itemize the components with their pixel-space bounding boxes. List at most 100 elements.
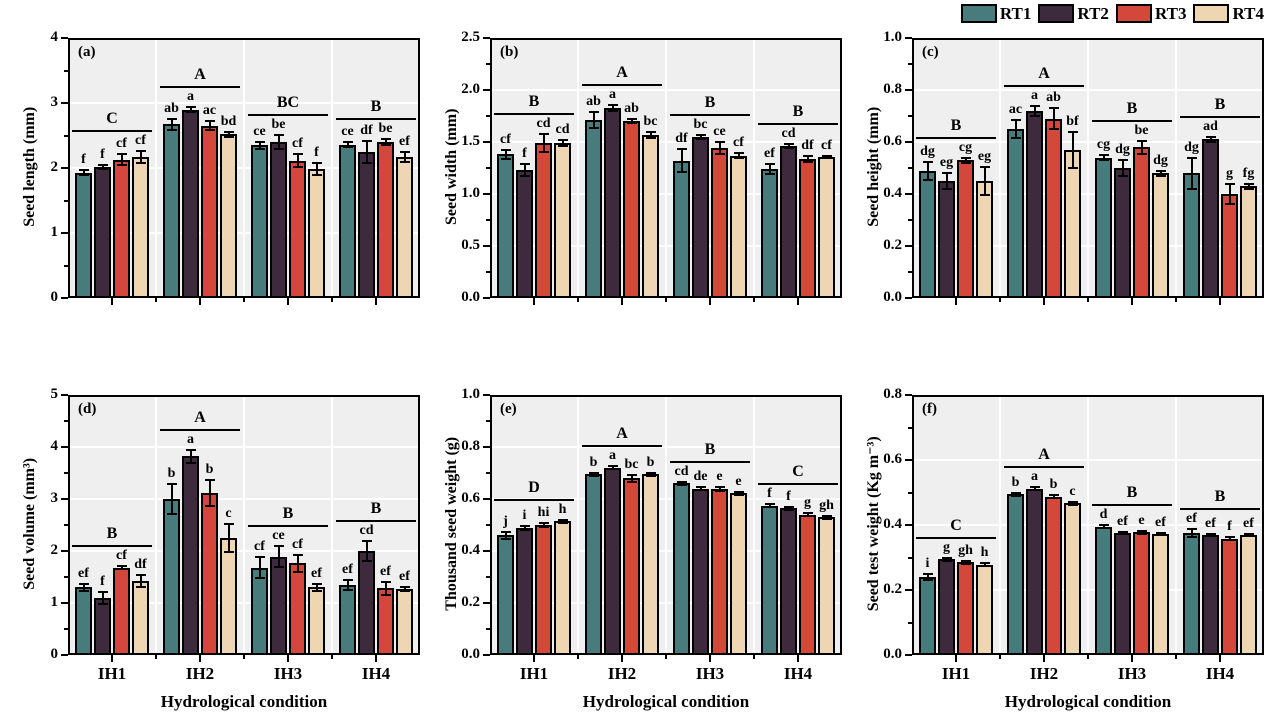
bar-IH4-RT2 bbox=[780, 146, 797, 298]
bar-IH1-RT1 bbox=[75, 587, 92, 655]
error-bar bbox=[258, 142, 261, 149]
bar-IH1-RT2 bbox=[938, 181, 955, 298]
x-axis-title: Hydrological condition bbox=[1004, 692, 1172, 711]
y-tick-label: 0.0 bbox=[883, 289, 902, 305]
error-cap-top bbox=[783, 143, 794, 146]
bar-IH2-RT1 bbox=[1007, 494, 1024, 655]
error-bar bbox=[945, 557, 948, 561]
error-cap-bottom bbox=[714, 153, 725, 156]
group-line bbox=[160, 428, 240, 431]
bar-IH4-RT2 bbox=[1202, 534, 1219, 655]
error-cap-bottom bbox=[361, 560, 372, 563]
error-cap-bottom bbox=[204, 129, 215, 132]
error-bar bbox=[1033, 105, 1036, 116]
error-cap-top bbox=[500, 149, 511, 152]
legend-swatch-rt3-icon bbox=[1115, 4, 1152, 23]
error-bar bbox=[384, 138, 387, 146]
error-bar bbox=[718, 487, 721, 492]
sig-letter: cg bbox=[1096, 137, 1111, 152]
sig-letter: dg bbox=[1153, 152, 1168, 168]
error-cap-bottom bbox=[922, 178, 933, 181]
y-axis-label: Seed length (mm) bbox=[21, 106, 39, 227]
error-cap-top bbox=[557, 518, 568, 521]
error-cap-bottom bbox=[941, 559, 952, 562]
error-cap-bottom bbox=[292, 571, 303, 574]
error-bar bbox=[699, 487, 702, 491]
bar-IH3-RT2 bbox=[692, 136, 709, 298]
bar-IH1-RT1 bbox=[919, 170, 936, 298]
error-cap-top bbox=[223, 522, 234, 525]
sig-letter: f bbox=[314, 144, 319, 160]
error-cap-bottom bbox=[676, 483, 687, 486]
group-letter: A bbox=[194, 408, 206, 426]
error-bar bbox=[296, 154, 299, 168]
sig-letter: f bbox=[100, 147, 105, 163]
y-tick bbox=[905, 524, 912, 526]
bar-IH2-RT1 bbox=[585, 120, 602, 298]
error-cap-bottom bbox=[135, 586, 146, 589]
bar-IH1-RT4 bbox=[554, 521, 571, 655]
bar-IH4-RT4 bbox=[1240, 186, 1257, 298]
group-letter: B bbox=[1126, 99, 1138, 117]
error-cap-top bbox=[802, 512, 813, 515]
error-cap-bottom bbox=[399, 589, 410, 592]
sig-letter: ab bbox=[1046, 90, 1061, 106]
group-line bbox=[72, 130, 152, 133]
legend-label-rt1: RT1 bbox=[999, 4, 1032, 23]
sig-letter: ef bbox=[764, 145, 775, 161]
group-line bbox=[72, 545, 152, 548]
sig-letter: de bbox=[693, 469, 708, 485]
sig-letter: ce bbox=[253, 124, 266, 139]
error-cap-top bbox=[78, 168, 89, 171]
error-cap-top bbox=[1136, 139, 1147, 142]
sig-letter: a bbox=[187, 88, 194, 104]
y-tick bbox=[483, 141, 490, 143]
group-letter: D bbox=[528, 478, 540, 496]
error-cap-bottom bbox=[116, 568, 127, 571]
bar-IH1-RT2 bbox=[94, 167, 111, 298]
error-bar bbox=[561, 139, 564, 147]
bar-IH4-RT4 bbox=[1240, 534, 1257, 655]
error-cap-bottom bbox=[500, 157, 511, 160]
group-letter: B bbox=[950, 116, 962, 134]
bar-IH4-RT3 bbox=[799, 514, 816, 655]
bar-IH4-RT3 bbox=[1221, 538, 1238, 655]
error-cap-bottom bbox=[292, 166, 303, 169]
error-cap-top bbox=[78, 582, 89, 585]
sig-letter: be bbox=[271, 116, 286, 132]
error-bar bbox=[630, 119, 633, 124]
bar-IH3-RT1 bbox=[673, 483, 690, 655]
error-bar bbox=[403, 152, 406, 162]
y-tick bbox=[905, 245, 912, 247]
x-tick bbox=[797, 298, 799, 305]
x-minor-tick bbox=[1087, 298, 1089, 302]
sig-letter: ce bbox=[272, 528, 285, 544]
bar-IH1-RT1 bbox=[497, 154, 514, 298]
x-tick bbox=[709, 298, 711, 305]
bar-IH4-RT2 bbox=[780, 508, 797, 655]
y-minor-tick bbox=[486, 115, 490, 117]
x-tick bbox=[111, 655, 113, 662]
panel-tag: (a) bbox=[78, 44, 96, 60]
sig-letter: ef bbox=[342, 561, 353, 577]
y-minor-tick bbox=[486, 472, 490, 474]
group-letter: B bbox=[1126, 484, 1138, 502]
group-line bbox=[1180, 508, 1260, 511]
bar-IH2-RT2 bbox=[1026, 110, 1043, 298]
error-cap-bottom bbox=[1098, 526, 1109, 529]
bar-IH1-RT1 bbox=[497, 535, 514, 655]
error-bar bbox=[1121, 160, 1124, 176]
sig-letter: ef bbox=[311, 565, 322, 581]
error-cap-top bbox=[607, 465, 618, 468]
error-bar bbox=[189, 106, 192, 113]
group-letter: BC bbox=[276, 93, 300, 111]
x-tick-label: IH2 bbox=[607, 664, 637, 683]
error-bar bbox=[1140, 530, 1143, 534]
bar-IH3-RT2 bbox=[1114, 533, 1131, 655]
error-bar bbox=[542, 133, 545, 153]
group-letter: C bbox=[792, 462, 804, 480]
sig-letter: be bbox=[1134, 122, 1149, 138]
error-bar bbox=[277, 134, 280, 150]
sig-letter: g bbox=[943, 539, 950, 555]
